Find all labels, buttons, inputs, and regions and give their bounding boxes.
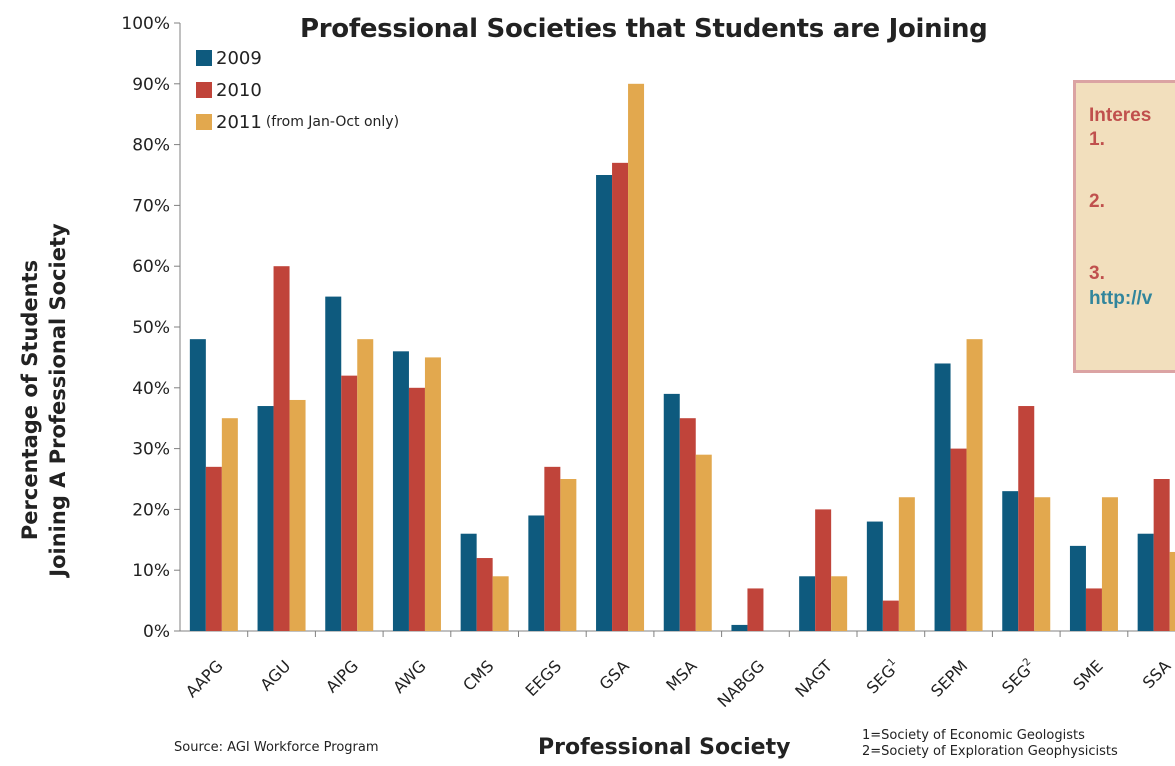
- bar-2011-SEG2: [1034, 497, 1051, 631]
- y-tick-label: 30%: [132, 440, 170, 460]
- bar-2009-AWG: [392, 351, 409, 631]
- chart-title: Professional Societies that Students are…: [300, 14, 988, 44]
- y-tick-label: 60%: [132, 257, 170, 277]
- x-tick-label: GSA: [596, 656, 633, 693]
- bar-2010-SSA: [1153, 479, 1170, 631]
- callout-box: Interes 1. 2. 3. http://v: [1073, 80, 1175, 373]
- y-tick-label: 100%: [121, 14, 170, 34]
- chart-legend: 2009 2010 2011 (from Jan-Oct only): [196, 44, 399, 140]
- bar-2011-NAGT: [831, 576, 848, 631]
- x-tick-label: SEG1: [863, 656, 904, 697]
- footnotes: 1=Society of Economic Geologists 2=Socie…: [862, 728, 1118, 760]
- x-tick-label: AGU: [256, 656, 294, 694]
- y-tick-label: 80%: [132, 136, 170, 156]
- y-tick-label: 0%: [143, 622, 170, 642]
- x-tick-label: NAGT: [791, 656, 836, 701]
- bar-2009-CMS: [460, 533, 477, 631]
- x-tick-label: EEGS: [521, 656, 565, 700]
- legend-swatch-2010: [196, 82, 212, 98]
- bar-2010-AIPG: [341, 375, 358, 631]
- bar-2009-MSA: [663, 393, 680, 631]
- bar-2010-NABGG: [747, 588, 764, 631]
- y-tick-label: 40%: [132, 379, 170, 399]
- legend-item-2011: 2011 (from Jan-Oct only): [196, 108, 399, 136]
- bar-2011-AWG: [424, 357, 441, 631]
- y-tick-label: 20%: [132, 500, 170, 520]
- x-tick-label: SEG2: [998, 656, 1039, 697]
- callout-item-2: 2.: [1089, 191, 1105, 212]
- bar-2010-AGU: [273, 266, 290, 631]
- bar-2011-MSA: [695, 454, 712, 631]
- x-tick-label: AIPG: [322, 656, 362, 696]
- bar-2010-AWG: [408, 387, 425, 631]
- bar-2011-EEGS: [560, 479, 577, 631]
- bar-2009-SEPM: [934, 363, 951, 631]
- bar-2009-NAGT: [799, 576, 816, 631]
- bar-2011-GSA: [628, 83, 645, 632]
- x-tick-label: AAPG: [182, 656, 227, 701]
- legend-note-2011: (from Jan-Oct only): [265, 114, 400, 130]
- legend-item-2010: 2010: [196, 76, 399, 104]
- legend-label-2010: 2010: [216, 79, 262, 101]
- bar-2011-SME: [1101, 497, 1118, 631]
- callout-link[interactable]: http://v: [1089, 288, 1153, 309]
- bar-2011-SSA: [1169, 551, 1175, 631]
- bar-2011-SEG1: [898, 497, 915, 631]
- bar-2009-EEGS: [528, 515, 545, 631]
- callout-item-1: 1.: [1089, 129, 1105, 150]
- footnote-1: 1=Society of Economic Geologists: [862, 728, 1085, 743]
- x-tick-label: NABGG: [714, 656, 769, 711]
- legend-label-2009: 2009: [216, 47, 262, 69]
- bar-2010-SME: [1085, 588, 1102, 631]
- bar-2010-EEGS: [544, 466, 561, 631]
- y-axis-title: Percentage of Students Joining A Profess…: [16, 223, 72, 576]
- bar-2010-SEG1: [882, 600, 899, 631]
- callout-title: Interes: [1089, 105, 1152, 126]
- bar-2009-NABGG: [731, 624, 748, 631]
- bar-2010-SEPM: [950, 448, 967, 631]
- y-tick-label: 70%: [132, 196, 170, 216]
- bar-2009-AAPG: [189, 339, 206, 631]
- bar-2009-GSA: [596, 175, 613, 631]
- bar-2009-SSA: [1137, 533, 1154, 631]
- bar-2011-AGU: [289, 399, 306, 631]
- footnote-2: 2=Society of Exploration Geophysicists: [862, 744, 1118, 759]
- bar-2011-CMS: [492, 576, 509, 631]
- y-tick-label: 10%: [132, 561, 170, 581]
- bar-2010-GSA: [612, 162, 629, 631]
- y-axis-title-line-2: Joining A Professional Society: [46, 223, 70, 577]
- x-tick-label: MSA: [662, 656, 700, 694]
- x-tick-label: AWG: [389, 656, 430, 697]
- legend-swatch-2011: [196, 114, 212, 130]
- x-axis-title: Professional Society: [538, 735, 791, 760]
- bar-2010-CMS: [476, 558, 493, 631]
- bar-2010-NAGT: [815, 509, 832, 631]
- y-axis-title-line-1: Percentage of Students: [18, 259, 42, 541]
- bar-2011-SEPM: [966, 339, 983, 631]
- bar-2009-SME: [1069, 545, 1086, 631]
- bar-2009-SEG2: [1002, 491, 1019, 631]
- bar-2009-AIPG: [325, 296, 342, 631]
- bar-2010-SEG2: [1018, 406, 1035, 631]
- y-tick-label: 50%: [132, 318, 170, 338]
- legend-item-2009: 2009: [196, 44, 399, 72]
- x-tick-label: CMS: [459, 656, 497, 694]
- bar-2011-AIPG: [357, 339, 374, 631]
- legend-label-2011: 2011: [216, 111, 262, 133]
- legend-swatch-2009: [196, 50, 212, 66]
- x-tick-label: SSA: [1139, 656, 1175, 692]
- bar-2010-MSA: [679, 418, 696, 631]
- x-tick-label: SEPM: [927, 656, 971, 700]
- y-tick-label: 90%: [132, 75, 170, 95]
- callout-item-3: 3.: [1089, 263, 1105, 284]
- bar-2009-SEG1: [866, 521, 883, 631]
- source-note: Source: AGI Workforce Program: [174, 740, 379, 755]
- bar-2010-AAPG: [205, 466, 222, 631]
- bar-2011-AAPG: [221, 418, 238, 631]
- bar-2009-AGU: [257, 406, 274, 631]
- x-tick-label: SME: [1069, 656, 1107, 694]
